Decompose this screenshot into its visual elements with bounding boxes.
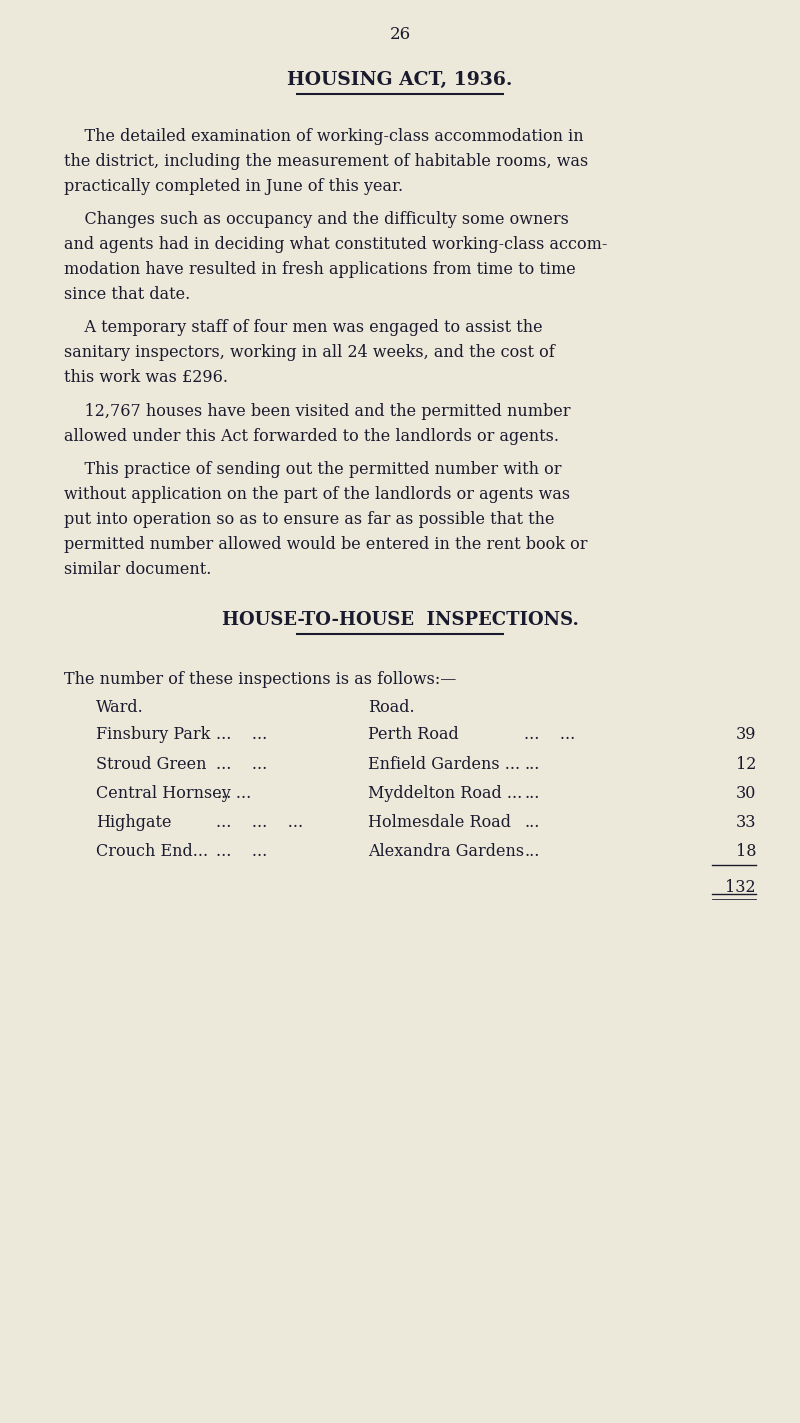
- Text: HOUSE-TO-HOUSE  INSPECTIONS.: HOUSE-TO-HOUSE INSPECTIONS.: [222, 610, 578, 629]
- Text: this work was £296.: this work was £296.: [64, 369, 228, 386]
- Text: without application on the part of the landlords or agents was: without application on the part of the l…: [64, 485, 570, 502]
- Text: Stroud Green: Stroud Green: [96, 756, 206, 773]
- Text: ...    ...: ... ...: [216, 726, 267, 743]
- Text: ...    ...    ...: ... ... ...: [216, 814, 303, 831]
- Text: ...: ...: [524, 842, 539, 859]
- Text: Changes such as occupancy and the difficulty some owners: Changes such as occupancy and the diffic…: [64, 211, 569, 228]
- Text: sanitary inspectors, working in all 24 weeks, and the cost of: sanitary inspectors, working in all 24 w…: [64, 344, 554, 361]
- Text: Perth Road: Perth Road: [368, 726, 458, 743]
- Text: Alexandra Gardens: Alexandra Gardens: [368, 842, 524, 859]
- Text: 18: 18: [735, 842, 756, 859]
- Text: ...: ...: [524, 814, 539, 831]
- Text: 39: 39: [735, 726, 756, 743]
- Text: 12,767 houses have been visited and the permitted number: 12,767 houses have been visited and the …: [64, 403, 570, 420]
- Text: 26: 26: [390, 26, 410, 43]
- Text: The detailed examination of working-class accommodation in: The detailed examination of working-clas…: [64, 128, 584, 145]
- Text: ...: ...: [216, 784, 231, 801]
- Text: ...: ...: [524, 756, 539, 773]
- Text: ...    ...: ... ...: [216, 842, 267, 859]
- Text: permitted number allowed would be entered in the rent book or: permitted number allowed would be entere…: [64, 535, 587, 552]
- Text: This practice of sending out the permitted number with or: This practice of sending out the permitt…: [64, 461, 562, 478]
- Text: HOUSING ACT, 1936.: HOUSING ACT, 1936.: [287, 71, 513, 90]
- Text: Ward.: Ward.: [96, 699, 144, 716]
- Text: ...: ...: [524, 784, 539, 801]
- Text: 132: 132: [726, 879, 756, 896]
- Text: modation have resulted in fresh applications from time to time: modation have resulted in fresh applicat…: [64, 260, 576, 277]
- Text: Road.: Road.: [368, 699, 414, 716]
- Text: put into operation so as to ensure as far as possible that the: put into operation so as to ensure as fa…: [64, 511, 554, 528]
- Text: 12: 12: [736, 756, 756, 773]
- Text: Holmesdale Road: Holmesdale Road: [368, 814, 511, 831]
- Text: A temporary staff of four men was engaged to assist the: A temporary staff of four men was engage…: [64, 319, 542, 336]
- Text: Finsbury Park: Finsbury Park: [96, 726, 210, 743]
- Text: allowed under this Act forwarded to the landlords or agents.: allowed under this Act forwarded to the …: [64, 427, 559, 444]
- Text: The number of these inspections is as follows:—: The number of these inspections is as fo…: [64, 670, 456, 687]
- Text: practically completed in June of this year.: practically completed in June of this ye…: [64, 178, 403, 195]
- Text: Enfield Gardens ...: Enfield Gardens ...: [368, 756, 520, 773]
- Text: Myddelton Road ...: Myddelton Road ...: [368, 784, 522, 801]
- Text: 30: 30: [736, 784, 756, 801]
- Text: Central Hornsey ...: Central Hornsey ...: [96, 784, 251, 801]
- Text: since that date.: since that date.: [64, 286, 190, 303]
- Text: Crouch End...: Crouch End...: [96, 842, 208, 859]
- Text: ...    ...: ... ...: [524, 726, 575, 743]
- Text: Highgate: Highgate: [96, 814, 171, 831]
- Text: ...    ...: ... ...: [216, 756, 267, 773]
- Text: and agents had in deciding what constituted working-class accom-: and agents had in deciding what constitu…: [64, 236, 607, 253]
- Text: 33: 33: [735, 814, 756, 831]
- Text: similar document.: similar document.: [64, 561, 211, 578]
- Text: the district, including the measurement of habitable rooms, was: the district, including the measurement …: [64, 154, 588, 169]
